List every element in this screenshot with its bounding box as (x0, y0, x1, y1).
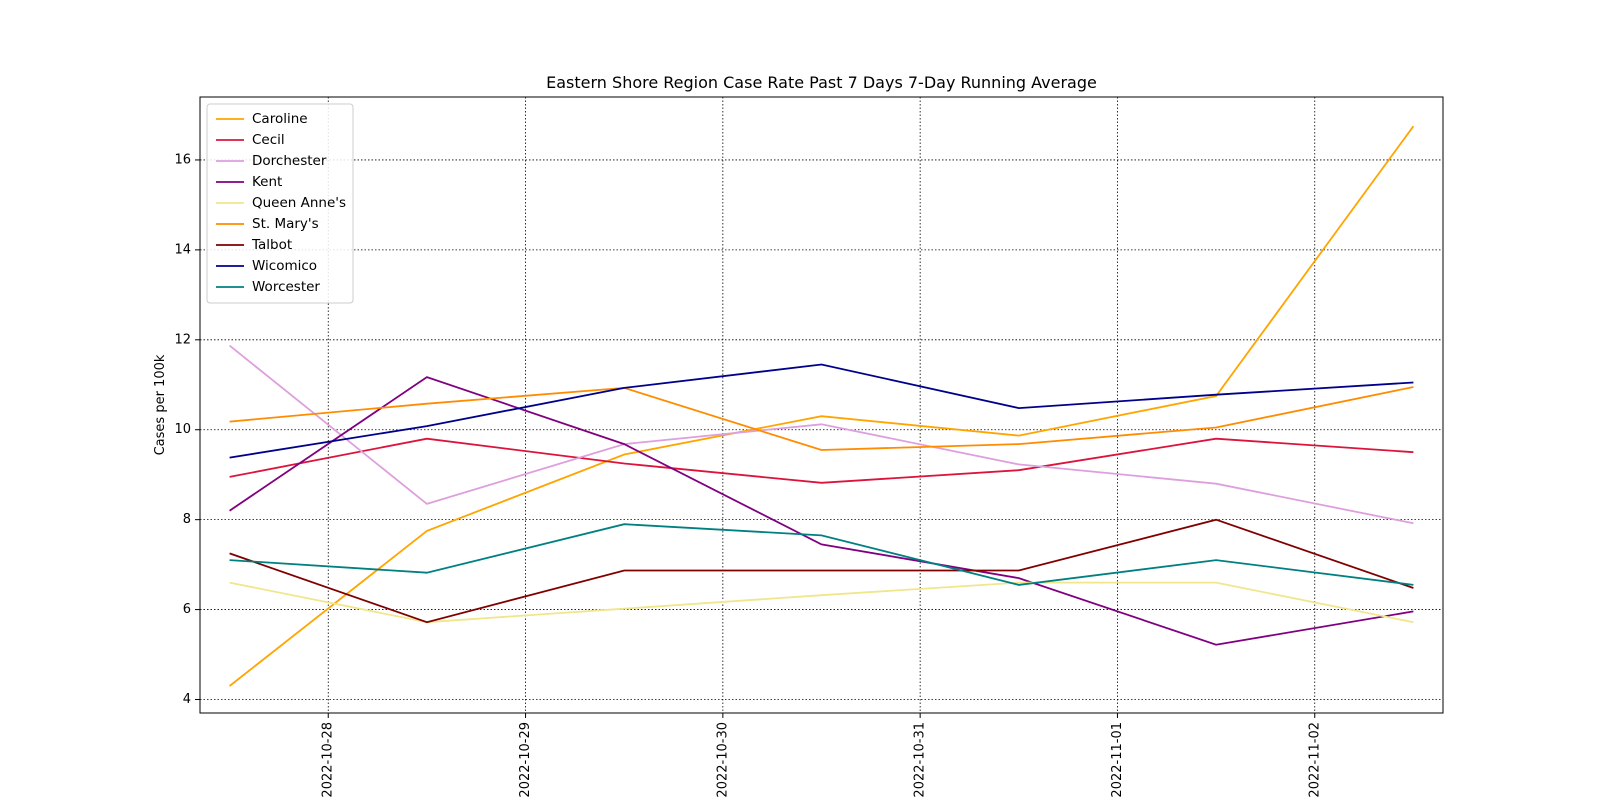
x-tick-label: 2022-11-02 (1307, 722, 1322, 798)
legend-box (206, 103, 354, 304)
series-line-cecil (229, 437, 1414, 484)
y-tick-label: 10 (174, 422, 191, 437)
y-tick-label: 8 (183, 512, 191, 527)
chart-title: Eastern Shore Region Case Rate Past 7 Da… (546, 73, 1097, 92)
y-tick-label: 16 (174, 152, 191, 167)
legend-label: Queen Anne's (252, 195, 346, 211)
legend-label: Wicomico (252, 258, 317, 274)
x-tick-label: 2022-10-30 (715, 722, 730, 798)
series-line-dorchester (229, 344, 1414, 525)
legend: Caroline Cecil Dorchester Kent Queen Anne's S… (206, 103, 354, 304)
series-line-wicomico (229, 363, 1414, 459)
y-tick-label: 6 (183, 602, 191, 617)
series-line-talbot (229, 518, 1414, 624)
legend-label: Talbot (251, 237, 292, 253)
legend-label: Cecil (252, 132, 285, 148)
x-axis-ticks: 2022-10-28 2022-10-29 2022-10-30 2022-10-31… (321, 713, 1322, 798)
series-line-caroline (229, 125, 1415, 687)
series-lines (229, 125, 1415, 687)
x-tick-label: 2022-10-29 (518, 722, 533, 798)
x-tick-label: 2022-11-01 (1110, 722, 1125, 798)
y-tick-label: 14 (174, 242, 191, 257)
legend-label: Dorchester (252, 153, 327, 169)
y-axis-ticks: 4 6 8 10 12 14 16 (174, 152, 200, 707)
legend-label: Kent (252, 174, 282, 190)
y-tick-label: 4 (183, 692, 191, 707)
series-line-kent (229, 376, 1414, 646)
legend-label: St. Mary's (252, 216, 319, 232)
x-tick-label: 2022-10-31 (913, 722, 928, 798)
plot-frame (199, 96, 1444, 714)
x-tick-label: 2022-10-28 (321, 722, 336, 798)
series-line-st-mary-s (229, 386, 1414, 451)
legend-label: Caroline (252, 111, 308, 127)
series-line-worcester (229, 523, 1414, 586)
legend-label: Worcester (252, 279, 320, 295)
y-tick-label: 12 (174, 332, 191, 347)
y-axis-label: Cases per 100k (153, 354, 168, 455)
